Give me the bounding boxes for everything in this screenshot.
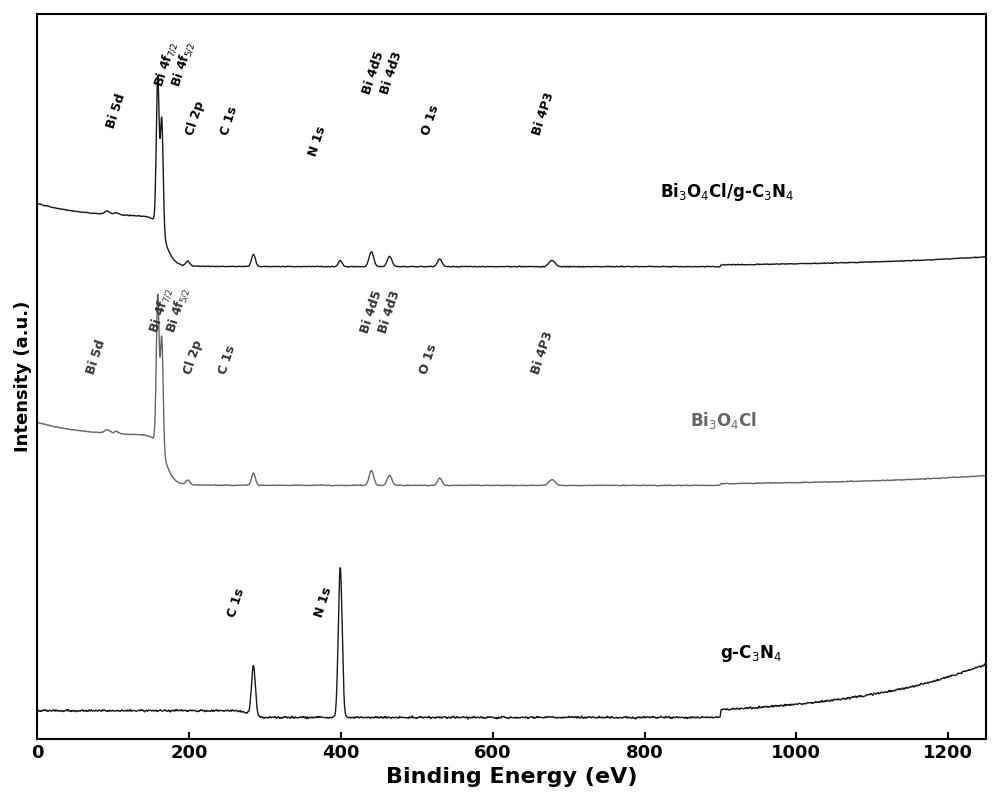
Text: Bi$_3$O$_4$Cl/g-C$_3$N$_4$: Bi$_3$O$_4$Cl/g-C$_3$N$_4$ (660, 181, 794, 203)
Text: C 1s: C 1s (226, 587, 247, 619)
Text: Bi 4f$_{5/2}$: Bi 4f$_{5/2}$ (163, 285, 192, 336)
Text: Bi 4d5: Bi 4d5 (358, 289, 385, 336)
Text: Bi 4f$_{7/2}$: Bi 4f$_{7/2}$ (146, 285, 175, 336)
Text: Bi 4P3: Bi 4P3 (529, 330, 555, 376)
Text: Bi 5d: Bi 5d (84, 338, 108, 376)
Text: Bi$_3$O$_4$Cl: Bi$_3$O$_4$Cl (690, 410, 757, 431)
Text: C 1s: C 1s (218, 105, 240, 137)
Text: Bi 4f$_{5/2}$: Bi 4f$_{5/2}$ (168, 39, 197, 89)
Text: Bi 5d: Bi 5d (104, 92, 128, 130)
Text: Bi 4d3: Bi 4d3 (378, 50, 404, 96)
Y-axis label: Intensity (a.u.): Intensity (a.u.) (14, 300, 32, 452)
Text: g-C$_3$N$_4$: g-C$_3$N$_4$ (720, 642, 782, 664)
Text: Cl 2p: Cl 2p (182, 339, 205, 376)
Text: O 1s: O 1s (418, 343, 440, 376)
Text: Bi 4f$_{7/2}$: Bi 4f$_{7/2}$ (151, 39, 181, 89)
Text: Bi 4d3: Bi 4d3 (377, 289, 403, 336)
X-axis label: Binding Energy (eV): Binding Energy (eV) (386, 767, 638, 787)
Text: N 1s: N 1s (313, 586, 335, 619)
Text: N 1s: N 1s (307, 124, 329, 158)
Text: O 1s: O 1s (419, 103, 441, 137)
Text: Cl 2p: Cl 2p (183, 99, 206, 137)
Text: C 1s: C 1s (217, 344, 238, 376)
Text: Bi 4P3: Bi 4P3 (531, 91, 557, 137)
Text: Bi 4d5: Bi 4d5 (360, 50, 386, 96)
